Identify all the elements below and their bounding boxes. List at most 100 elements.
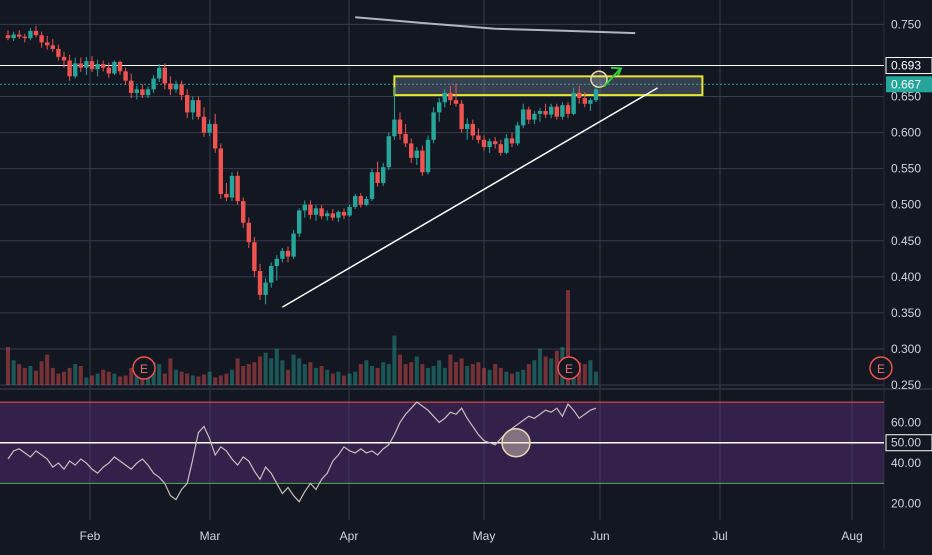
rsi-axis-tick: 50.00 bbox=[891, 436, 921, 450]
earnings-marker: E bbox=[557, 356, 581, 380]
candle bbox=[213, 113, 218, 153]
candle bbox=[22, 33, 27, 43]
candle bbox=[431, 107, 436, 144]
volume-bar bbox=[364, 360, 369, 385]
volume-bar bbox=[470, 364, 475, 385]
volume-bar bbox=[62, 371, 66, 385]
candle-body bbox=[353, 196, 358, 207]
candle bbox=[493, 136, 498, 149]
candle bbox=[297, 208, 302, 238]
candle bbox=[157, 64, 162, 83]
candle-body bbox=[313, 208, 319, 215]
candle-body bbox=[330, 213, 335, 218]
candle-body bbox=[437, 102, 442, 113]
candle-body bbox=[481, 139, 487, 148]
candle-body bbox=[162, 67, 167, 84]
volume-bar bbox=[526, 364, 531, 385]
candle-body bbox=[593, 89, 599, 101]
candle bbox=[224, 183, 229, 202]
candle-body bbox=[157, 67, 162, 79]
earnings-marker: E bbox=[869, 356, 893, 380]
candle bbox=[179, 80, 184, 101]
candle bbox=[84, 56, 89, 75]
candle-body bbox=[140, 89, 145, 96]
volume-bar bbox=[207, 371, 212, 385]
candle-body bbox=[582, 97, 587, 104]
candle bbox=[73, 57, 78, 79]
candle-body bbox=[61, 56, 67, 61]
volume-bar bbox=[95, 373, 100, 385]
time-axis-tick: May bbox=[473, 529, 496, 543]
volume-bar bbox=[280, 360, 285, 385]
candle bbox=[263, 278, 268, 305]
candle bbox=[106, 62, 111, 78]
candle bbox=[229, 172, 235, 202]
candle bbox=[274, 255, 279, 281]
volume-bar bbox=[498, 367, 503, 385]
earnings-marker-label: E bbox=[140, 362, 148, 376]
candle-body bbox=[509, 138, 515, 144]
candle-body bbox=[168, 83, 173, 90]
earnings-marker-circle bbox=[557, 356, 581, 380]
volume-bar bbox=[101, 369, 106, 385]
candle-body bbox=[543, 110, 548, 115]
candle-body bbox=[263, 282, 268, 295]
candle-body bbox=[95, 64, 100, 70]
volume-bar bbox=[330, 373, 335, 385]
candle bbox=[375, 161, 380, 187]
candle bbox=[319, 204, 324, 220]
candle-body bbox=[409, 143, 414, 158]
rsi-axis-tick: 20.00 bbox=[891, 497, 921, 511]
earnings-marker-circle bbox=[132, 356, 156, 380]
earnings-marker: E bbox=[132, 356, 156, 380]
volume-bar bbox=[73, 364, 78, 385]
volume-bar bbox=[286, 369, 290, 385]
volume-bar bbox=[426, 367, 430, 385]
candle bbox=[465, 118, 470, 140]
volume-bar bbox=[504, 371, 509, 385]
candle bbox=[397, 112, 403, 140]
volume-bar bbox=[493, 364, 498, 385]
candle-body bbox=[498, 144, 503, 153]
volume-bar bbox=[358, 364, 363, 385]
resistance-box bbox=[393, 75, 704, 97]
earnings-marker-label: E bbox=[565, 362, 573, 376]
candle bbox=[67, 54, 72, 81]
candle-body bbox=[56, 48, 61, 57]
candle bbox=[246, 217, 251, 248]
candle-body bbox=[397, 119, 403, 135]
volume-bar bbox=[476, 362, 481, 385]
candle-body bbox=[117, 61, 123, 72]
candle bbox=[425, 135, 431, 175]
candle bbox=[168, 76, 173, 96]
candle bbox=[347, 204, 352, 217]
candle-body bbox=[67, 60, 72, 77]
volume-bar bbox=[538, 348, 542, 385]
volume-bar bbox=[118, 376, 122, 385]
candle bbox=[588, 97, 593, 111]
volume-bar bbox=[246, 364, 251, 385]
volume-bar bbox=[582, 364, 587, 385]
volume-bar bbox=[347, 373, 352, 385]
candle bbox=[549, 103, 554, 119]
candle bbox=[532, 110, 537, 124]
candle bbox=[582, 92, 587, 108]
candle bbox=[252, 237, 257, 277]
candle bbox=[185, 89, 190, 119]
candle-body bbox=[112, 61, 117, 74]
candle-body bbox=[84, 61, 89, 68]
candle-body bbox=[123, 71, 128, 81]
volume-bar bbox=[34, 370, 38, 385]
candle-body bbox=[532, 113, 537, 120]
candle-body bbox=[241, 201, 246, 223]
candle bbox=[526, 106, 531, 124]
candle-body bbox=[185, 95, 190, 113]
price-axis-tick: 0.750 bbox=[891, 17, 921, 31]
candle-body bbox=[297, 210, 302, 234]
candle-body bbox=[386, 136, 391, 168]
candle bbox=[241, 197, 246, 228]
candle bbox=[336, 210, 341, 223]
rsi-axis: 60.00 50.00 40.00 20.00 bbox=[885, 415, 932, 511]
earnings-marker-circle bbox=[869, 356, 893, 380]
